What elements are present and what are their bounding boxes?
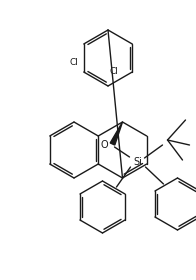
Text: O: O [101, 140, 109, 150]
Text: Cl: Cl [110, 67, 119, 76]
Polygon shape [110, 122, 122, 145]
Text: Si: Si [133, 157, 142, 167]
Text: Cl: Cl [70, 58, 79, 67]
